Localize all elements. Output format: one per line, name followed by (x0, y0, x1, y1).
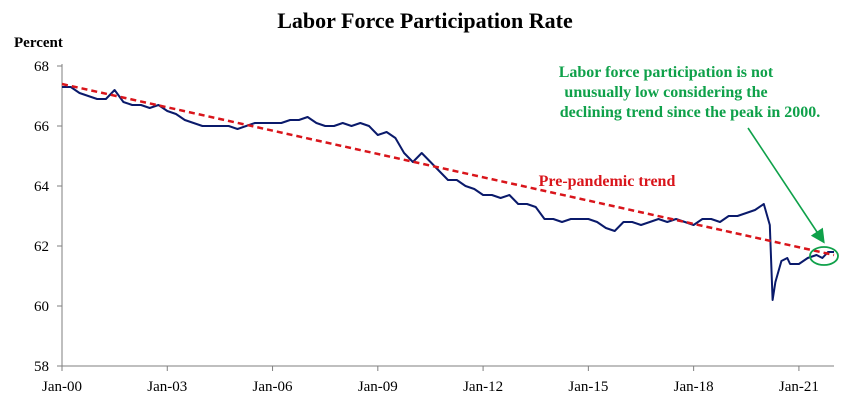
annotation-note: Labor force participation is not unusual… (559, 64, 821, 121)
annotation-note-line-2: unusually low considering the (564, 84, 767, 101)
highlight-ellipse (809, 246, 839, 266)
x-tick-label: Jan-06 (253, 379, 293, 395)
x-tick-label: Jan-15 (568, 379, 608, 395)
annotation-arrow-line (747, 127, 825, 244)
series-layer (61, 82, 835, 301)
y-axis-label: Percent (14, 35, 63, 51)
annotation-arrow (747, 127, 825, 244)
y-tick-label: 58 (34, 359, 49, 375)
x-tick-label: Jan-03 (147, 379, 187, 395)
chart-title: Labor Force Participation Rate (277, 8, 573, 33)
y-tick-label: 62 (34, 239, 49, 255)
y-tick-label: 66 (34, 119, 50, 135)
x-tick-label: Jan-09 (358, 379, 398, 395)
annotation-trend-label: Pre-pandemic trend (539, 173, 676, 190)
trend-line (61, 82, 835, 257)
x-tick-label: Jan-00 (42, 379, 82, 395)
axes: 58 60 62 64 66 68 Jan-00 Jan-03 Jan-06 Jan-09 Jan-… (34, 59, 834, 395)
participation-rate-line (62, 86, 834, 301)
x-tick-label: Jan-12 (463, 379, 503, 395)
annotation-note-line-3: declining trend since the peak in 2000. (560, 104, 821, 121)
y-tick-label: 68 (34, 59, 49, 75)
annotation-note-line-1: Labor force participation is not (559, 64, 774, 81)
x-tick-label: Jan-18 (674, 379, 714, 395)
y-tick-label: 64 (34, 179, 50, 195)
y-tick-label: 60 (34, 299, 49, 315)
x-tick-label: Jan-21 (779, 379, 819, 395)
